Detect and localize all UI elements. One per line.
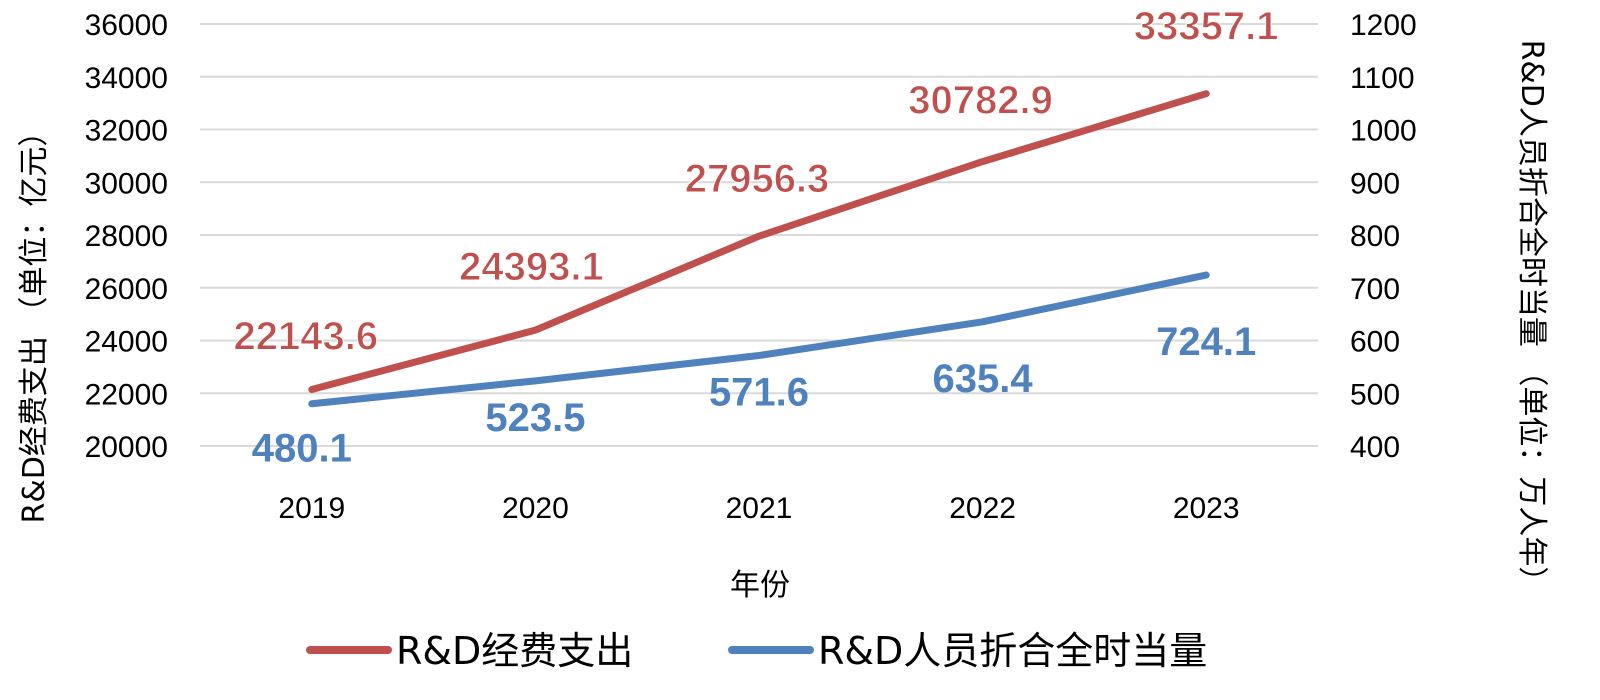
data-label: 33357.1 xyxy=(1134,5,1279,49)
data-point xyxy=(310,388,313,391)
right-tick-label: 400 xyxy=(1350,431,1400,464)
x-tick-label: 2022 xyxy=(949,492,1016,525)
data-label: 24393.1 xyxy=(459,245,604,289)
left-tick-label: 20000 xyxy=(85,431,168,464)
right-tick-label: 1100 xyxy=(1350,62,1415,95)
data-point xyxy=(534,329,537,332)
data-label: 30782.9 xyxy=(908,79,1053,123)
data-label: 571.6 xyxy=(709,370,809,414)
series-lines xyxy=(308,90,1210,408)
data-point xyxy=(534,379,537,382)
right-axis-ticks: 400 500 600 700 800 900 1000 1100 1200 xyxy=(1350,9,1417,464)
data-label: 480.1 xyxy=(252,427,352,471)
data-point xyxy=(310,402,313,405)
left-tick-label: 28000 xyxy=(85,220,168,253)
left-tick-label: 22000 xyxy=(85,378,168,411)
right-tick-label: 900 xyxy=(1350,167,1400,200)
data-point xyxy=(758,354,760,357)
legend-label-personnel: R&D人员折合全时当量 xyxy=(818,629,1207,673)
series-line-expenditure xyxy=(308,90,1210,393)
legend: R&D经费支出 R&D人员折合全时当量 xyxy=(306,629,1207,673)
x-tick-label: 2019 xyxy=(278,492,345,525)
right-axis-title: R&D人员折合全时当量 （单位：万人年） xyxy=(1514,40,1549,597)
legend-label-expenditure: R&D经费支出 xyxy=(396,629,633,673)
right-tick-label: 1000 xyxy=(1350,115,1417,148)
x-axis-title: 年份 xyxy=(730,568,790,603)
x-tick-label: 2021 xyxy=(726,492,793,525)
right-tick-label: 800 xyxy=(1350,220,1400,253)
left-tick-label: 24000 xyxy=(85,326,168,359)
right-tick-label: 700 xyxy=(1350,273,1400,306)
x-axis-ticks: 2019 2020 2021 2022 2023 xyxy=(278,492,1239,525)
left-axis-title: R&D经费支出 （单位：亿元） xyxy=(17,117,52,524)
left-tick-label: 34000 xyxy=(85,62,168,95)
right-tick-label: 1200 xyxy=(1350,9,1417,42)
left-tick-label: 26000 xyxy=(85,273,168,306)
left-tick-label: 30000 xyxy=(85,167,168,200)
left-tick-label: 36000 xyxy=(85,9,168,42)
data-label: 27956.3 xyxy=(685,157,830,201)
left-axis-ticks: 20000 22000 24000 26000 28000 30000 32000 34000… xyxy=(85,9,168,464)
data-point xyxy=(1205,92,1208,95)
right-tick-label: 500 xyxy=(1350,378,1400,411)
data-label: 523.5 xyxy=(485,396,585,440)
x-tick-label: 2020 xyxy=(502,492,569,525)
data-point xyxy=(758,235,760,238)
data-point xyxy=(981,160,984,163)
left-tick-label: 32000 xyxy=(85,115,168,148)
data-labels: 22143.6 24393.1 27956.3 30782.9 33357.1 480.1… xyxy=(233,4,1279,471)
data-label: 724.1 xyxy=(1156,320,1256,364)
x-tick-label: 2023 xyxy=(1173,492,1240,525)
data-label: 635.4 xyxy=(933,357,1034,401)
data-point xyxy=(981,320,984,323)
data-point xyxy=(1205,274,1208,277)
right-tick-label: 600 xyxy=(1350,326,1400,359)
data-label: 22143.6 xyxy=(234,314,379,358)
